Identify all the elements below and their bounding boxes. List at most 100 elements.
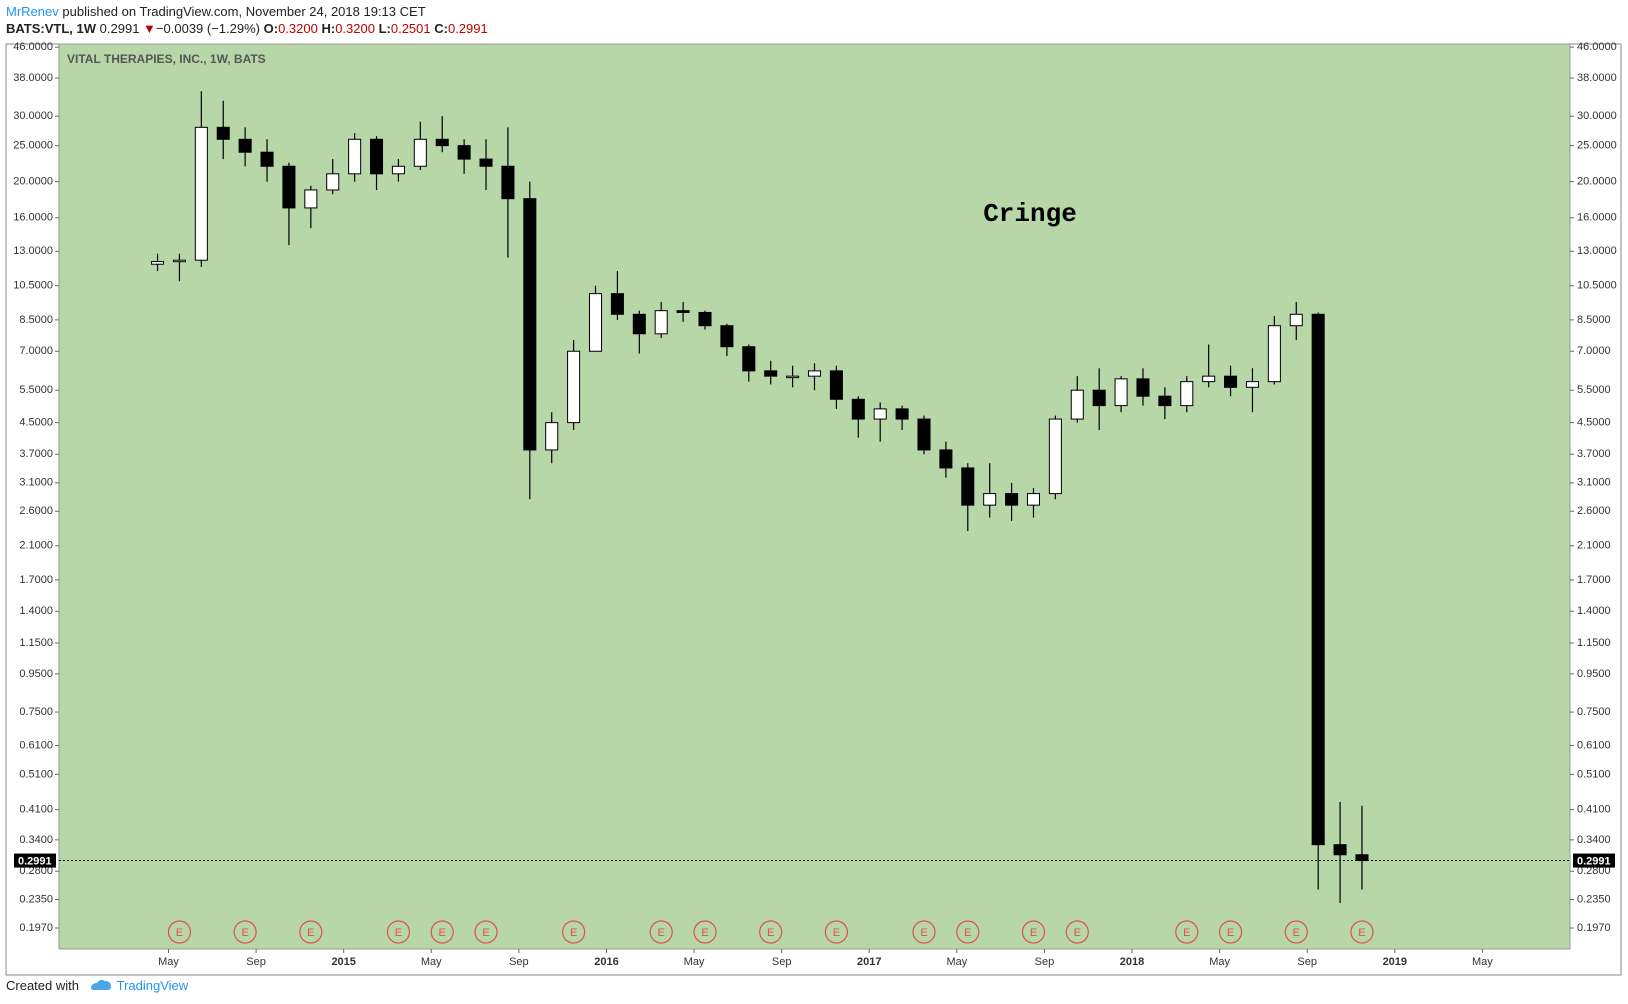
candle-body <box>172 259 186 263</box>
candle-body <box>654 310 668 335</box>
y-tick-label: 0.2350 <box>1577 893 1611 905</box>
candle-body <box>720 325 734 348</box>
y-tick-label: 3.1000 <box>19 477 53 489</box>
earnings-marker <box>693 920 717 944</box>
chart-title: VITAL THERAPIES, INC., 1W, BATS <box>67 52 266 66</box>
x-tick-label: Sep <box>509 956 529 968</box>
earnings-label: E <box>1030 927 1037 939</box>
y-tick-label: 0.3400 <box>1577 834 1611 846</box>
y-tick-label: 0.4100 <box>1577 804 1611 816</box>
candle-body <box>807 370 822 377</box>
candle-body <box>326 173 340 191</box>
y-tick-label: 1.1500 <box>19 637 53 649</box>
candle-body <box>917 418 931 451</box>
o: 0.3200 <box>278 21 318 36</box>
y-tick-label: 25.0000 <box>1577 140 1617 152</box>
y-tick-label: 20.0000 <box>13 176 53 188</box>
x-tick-label: 2015 <box>331 956 355 968</box>
y-tick-label: 4.5000 <box>1577 417 1611 429</box>
candle-body <box>501 165 515 200</box>
earnings-marker <box>474 920 498 944</box>
earnings-label: E <box>1227 927 1234 939</box>
candle-body <box>610 293 624 315</box>
candle-body <box>523 198 537 451</box>
candle-body <box>764 370 778 377</box>
earnings-marker <box>1284 920 1308 944</box>
y-tick-label: 13.0000 <box>13 245 53 257</box>
y-tick-label: 0.2350 <box>19 893 53 905</box>
y-tick-label: 4.5000 <box>19 417 53 429</box>
x-tick-label: May <box>158 956 179 968</box>
candle-body <box>829 370 843 400</box>
y-tick-label: 1.4000 <box>19 605 53 617</box>
candle-body <box>1070 389 1084 420</box>
y-tick-label: 3.7000 <box>19 448 53 460</box>
earnings-marker <box>386 920 411 944</box>
candle-body <box>1136 378 1150 397</box>
earnings-label: E <box>482 927 489 939</box>
chart: 46.0000 46.0000 38.0000 38.0000 30.0000 30.00… <box>5 41 1622 976</box>
y-tick-label: 0.1970 <box>19 922 53 934</box>
y-tick-label: 0.2800 <box>19 865 53 877</box>
candle-body <box>151 261 165 265</box>
candle-body <box>1245 381 1259 388</box>
brand[interactable]: TradingView <box>116 978 189 993</box>
y-tick-label: 7.0000 <box>1577 345 1611 357</box>
earnings-marker <box>1021 920 1046 944</box>
candle-body <box>939 449 953 469</box>
candle-body <box>304 189 318 209</box>
earnings-label: E <box>307 927 314 939</box>
candle-body <box>1267 325 1281 383</box>
y-tick-label: 0.5100 <box>19 768 53 780</box>
candle-body <box>457 145 471 160</box>
created: Created with <box>6 978 79 993</box>
earnings-label: E <box>658 927 665 939</box>
candle-body <box>1048 418 1062 495</box>
candle-body <box>588 293 603 352</box>
y-tick-label: 38.0000 <box>1577 72 1617 84</box>
candle-body <box>545 422 559 451</box>
y-tick-label: 0.4100 <box>19 804 53 816</box>
y-tick-label: 0.7500 <box>1577 706 1611 718</box>
candle-body <box>348 138 362 175</box>
y-tick-label: 30.0000 <box>13 110 53 122</box>
candle-body <box>698 311 712 327</box>
last-price-box <box>14 853 56 868</box>
l-label: L: <box>378 21 391 36</box>
y-tick-label: 16.0000 <box>13 212 53 224</box>
candle-body <box>1333 844 1347 856</box>
earnings-label: E <box>767 927 774 939</box>
author[interactable]: MrRenev <box>6 4 59 19</box>
symbol: BATS:VTL, 1W <box>6 21 97 36</box>
y-tick-label: 1.7000 <box>19 574 53 586</box>
candle-body <box>961 467 975 506</box>
candle-body <box>567 350 581 424</box>
candle-body <box>194 126 208 261</box>
y-tick-label: 0.2800 <box>1577 865 1611 877</box>
price: 0.2991 <box>99 21 140 36</box>
earnings-label: E <box>241 927 248 939</box>
candle-body <box>1289 313 1303 327</box>
earnings-marker <box>1218 920 1243 944</box>
earnings-label: E <box>1358 927 1365 939</box>
earnings-marker <box>167 920 192 944</box>
y-tick-label: 20.0000 <box>1577 176 1617 188</box>
earnings-label: E <box>964 927 971 939</box>
candle-body <box>413 138 427 167</box>
y-tick-label: 2.6000 <box>1577 505 1611 517</box>
y-tick-label: 46.0000 <box>1577 41 1617 53</box>
candle-body <box>1202 375 1216 383</box>
y-tick-label: 5.5000 <box>1577 384 1611 396</box>
y-tick-label: 30.0000 <box>1577 110 1617 122</box>
y-tick-label: 0.6100 <box>1577 739 1611 751</box>
y-tick-label: 8.5000 <box>19 314 53 326</box>
earnings-marker <box>759 920 783 944</box>
x-tick-label: May <box>684 956 705 968</box>
candle-body <box>216 126 230 140</box>
candle-body <box>435 138 449 147</box>
earnings-marker <box>956 920 980 944</box>
y-tick-label: 0.9500 <box>1577 668 1611 680</box>
earnings-marker <box>1065 920 1089 944</box>
earnings-label: E <box>395 927 402 939</box>
y-tick-label: 0.1970 <box>1577 922 1611 934</box>
